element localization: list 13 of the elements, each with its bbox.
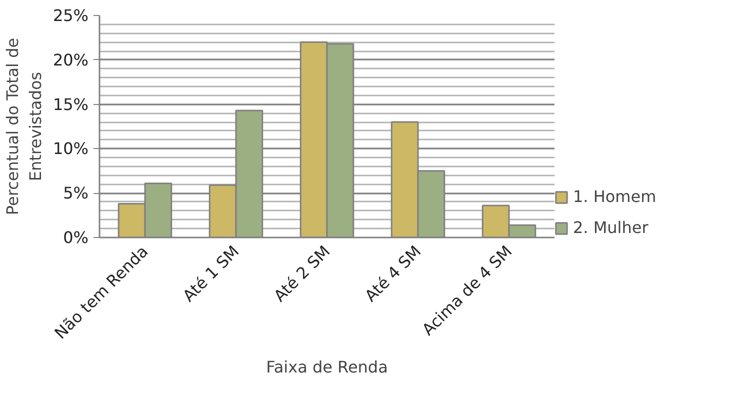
- y-axis-title: Percentual do Total de Entrevistados: [3, 38, 45, 216]
- x-tick-label: Até 2 SM: [270, 242, 334, 306]
- y-tick-label: 25%: [52, 6, 88, 25]
- y-tick-label: 20%: [52, 50, 88, 70]
- legend-label: 2. Mulher: [573, 218, 648, 237]
- x-axis-title: Faixa de Renda: [266, 357, 388, 376]
- y-tick-label: 15%: [52, 94, 88, 114]
- x-tick-label: Até 4 SM: [360, 242, 425, 306]
- y-tick-label: 0%: [63, 228, 89, 247]
- x-tick-label: Até 1 SM: [178, 242, 243, 306]
- legend-label: 1. Homem: [573, 187, 656, 206]
- y-tick-label: 5%: [63, 184, 89, 203]
- y-tick-label: 10%: [52, 139, 88, 158]
